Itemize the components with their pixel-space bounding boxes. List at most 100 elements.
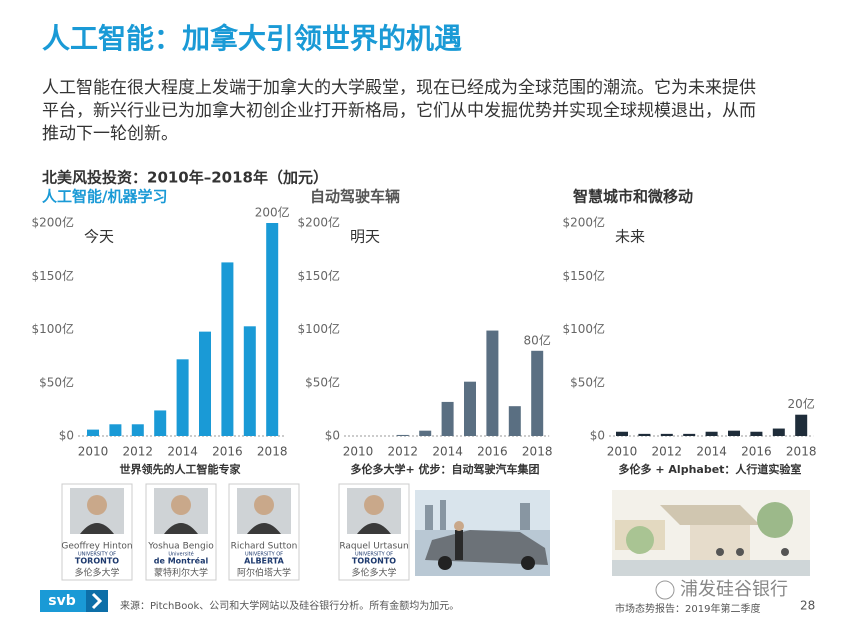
y-tick-label: $200亿 <box>31 215 74 230</box>
caption: 多伦多大学+ 优步：自动驾驶汽车集团 <box>350 462 539 476</box>
logo-main: TORONTO <box>75 557 119 566</box>
bar <box>772 428 785 436</box>
x-tick-label: 2012 <box>388 445 419 459</box>
watermark: 浦发硅谷银行 <box>680 579 788 600</box>
bar <box>508 406 521 436</box>
y-tick-label: $200亿 <box>562 215 605 230</box>
y-tick-label: $100亿 <box>297 321 340 336</box>
photo-body <box>80 523 114 534</box>
annotation: 明天 <box>350 228 380 246</box>
report: 市场态势报告：2019年第二季度 <box>615 602 760 615</box>
bar <box>683 433 696 436</box>
value-label: 80亿 <box>524 332 551 347</box>
x-tick-label: 2018 <box>257 445 288 459</box>
logo-main: de Montréal <box>154 556 209 566</box>
x-tick-label: 2014 <box>696 445 727 459</box>
logo-small: UNIVERSITY OF <box>245 552 283 558</box>
y-tick-label: $0 <box>590 429 605 443</box>
body-text: 推动下一轮创新。 <box>42 124 178 144</box>
chart-title: 智慧城市和微移动 <box>573 188 693 206</box>
university: 蒙特利尔大学 <box>154 567 208 579</box>
bar <box>243 326 256 436</box>
expert-name: Raquel Urtasun <box>339 542 408 552</box>
caption: 世界领先的人工智能专家 <box>120 462 242 476</box>
x-tick-label: 2012 <box>123 445 154 459</box>
car-photo <box>415 490 550 576</box>
x-tick-label: 2010 <box>607 445 638 459</box>
bar <box>396 434 409 436</box>
x-tick-label: 2016 <box>212 445 243 459</box>
university: 多伦多大学 <box>351 567 396 579</box>
value-label: 20亿 <box>788 396 815 411</box>
chart-title: 自动驾驶车辆 <box>310 188 400 206</box>
expert-name: Yoshua Bengio <box>147 542 214 552</box>
bar <box>419 430 432 436</box>
y-tick-label: $50亿 <box>570 374 605 389</box>
bar <box>154 410 167 436</box>
y-tick-label: $0 <box>59 429 74 443</box>
bar <box>705 431 718 436</box>
x-tick-label: 2010 <box>78 445 109 459</box>
x-tick-label: 2018 <box>786 445 817 459</box>
bar <box>750 431 763 436</box>
logo-text: svb <box>48 593 75 609</box>
bar <box>486 330 499 436</box>
y-tick-label: $150亿 <box>31 268 74 283</box>
section-title: 北美风投投资：2010年–2018年（加元） <box>42 169 328 187</box>
watermark-icon <box>655 580 675 600</box>
y-tick-label: $50亿 <box>305 374 340 389</box>
annotation: 未来 <box>615 228 645 246</box>
bar <box>221 262 234 436</box>
photo-head <box>171 495 191 515</box>
x-tick-label: 2014 <box>167 445 198 459</box>
city-illustration <box>612 490 810 576</box>
bar <box>795 414 808 436</box>
logo-small: Université <box>168 551 193 558</box>
x-tick-label: 2016 <box>477 445 508 459</box>
x-tick-label: 2010 <box>343 445 374 459</box>
bar <box>616 431 628 436</box>
bar <box>87 429 99 436</box>
y-tick-label: $100亿 <box>562 321 605 336</box>
y-tick-label: $150亿 <box>297 268 340 283</box>
bar <box>266 223 279 436</box>
logo-main: ALBERTA <box>244 557 284 566</box>
bar <box>176 359 189 436</box>
bar <box>131 424 144 436</box>
university: 多伦多大学 <box>74 567 119 579</box>
y-tick-label: $200亿 <box>297 215 340 230</box>
page-number: 28 <box>800 599 815 613</box>
expert-name: Geoffrey Hinton <box>61 542 132 552</box>
expert-name: Richard Sutton <box>231 542 298 552</box>
bar <box>531 350 544 436</box>
logo-small: UNIVERSITY OF <box>355 552 393 558</box>
y-tick-label: $50亿 <box>39 374 74 389</box>
body-text: 平台，新兴行业已为加拿大初创企业打开新格局，它们从中发掘优势并实现全球规模退出，… <box>42 100 756 121</box>
bar <box>464 381 476 436</box>
logo-arrow-box <box>86 590 108 612</box>
slide-title: 人工智能：加拿大引领世界的机遇 <box>42 22 462 55</box>
logo-main: TORONTO <box>352 557 396 566</box>
source: 来源：PitchBook、公司和大学网站以及硅谷银行分析。所有金额均为加元。 <box>120 599 459 612</box>
photo-head <box>254 495 274 515</box>
bar <box>638 433 651 436</box>
chart-title: 人工智能/机器学习 <box>42 188 167 206</box>
logo-arrow <box>91 592 103 610</box>
bar <box>728 430 740 436</box>
university: 阿尔伯塔大学 <box>237 567 291 579</box>
y-tick-label: $150亿 <box>562 268 605 283</box>
logo-small: UNIVERSITY OF <box>78 552 116 558</box>
photo-head <box>364 495 384 515</box>
bar <box>109 424 122 436</box>
value-label: 200亿 <box>255 205 290 220</box>
bar <box>660 433 673 436</box>
body-text: 人工智能在很大程度上发端于加拿大的大学殿堂，现在已经成为全球范围的潮流。它为未来… <box>42 77 756 98</box>
y-tick-label: $0 <box>325 429 340 443</box>
caption: 多伦多 + Alphabet：人行道实验室 <box>619 462 802 476</box>
y-tick-label: $100亿 <box>31 321 74 336</box>
x-tick-label: 2016 <box>741 445 772 459</box>
bar <box>441 401 454 436</box>
photo-body <box>247 523 281 534</box>
